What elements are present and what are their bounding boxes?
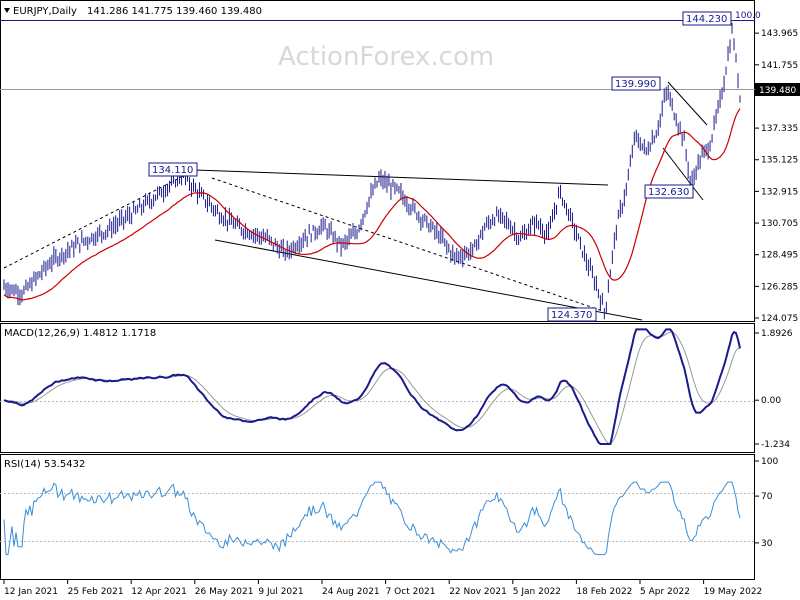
rsi-title: RSI(14) 53.5432 xyxy=(4,459,85,470)
annotation-box xyxy=(644,184,694,199)
x-tick-label: 12 Jan 2021 xyxy=(4,587,58,597)
trendlines xyxy=(3,81,708,321)
x-tick-label: 5 Jan 2022 xyxy=(513,587,561,597)
price-tick-label: 132.915 xyxy=(761,187,798,197)
chart-header: EURJPY,Daily 141.286 141.775 139.460 139… xyxy=(4,6,262,17)
flag-lower-line xyxy=(662,147,704,201)
price-tick-label: 141.755 xyxy=(761,61,798,71)
price-tick-label: 143.965 xyxy=(761,29,798,39)
flag-upper-line xyxy=(667,81,708,126)
x-tick-label: 24 Aug 2021 xyxy=(322,587,380,597)
x-tick-label: 26 May 2021 xyxy=(195,587,254,597)
annotation-box xyxy=(547,307,597,322)
upper-trendline xyxy=(194,169,609,186)
x-tick-label: 5 Apr 2022 xyxy=(640,587,690,597)
price-tick-label: 126.285 xyxy=(761,282,798,292)
time-axis: 12 Jan 2021 25 Feb 2021 12 Apr 2021 26 May … xyxy=(3,580,763,597)
rsi-line xyxy=(3,481,741,556)
ohlc-values: 141.286 141.775 139.460 139.480 xyxy=(87,6,262,17)
watermark: ActionForex.com xyxy=(278,42,494,72)
annotation-label: 134.110 xyxy=(152,165,193,176)
x-tick-label: 12 Apr 2021 xyxy=(131,587,187,597)
rsi-tick-label: 70 xyxy=(761,492,773,502)
macd-title: MACD(12,26,9) 1.4812 1.1718 xyxy=(4,328,156,339)
price-annotations: 134.110 139.990 144.230 132.630 124.370 xyxy=(148,11,732,322)
macd-line xyxy=(3,328,741,445)
price-tick-label: 135.125 xyxy=(761,156,798,166)
macd-panel-frame xyxy=(0,323,755,453)
annotation-label: 144.230 xyxy=(686,14,727,25)
macd-tick-label: -1.234 xyxy=(761,440,790,450)
price-axis: 143.965 141.755 137.335 135.125 132.915 130.7… xyxy=(755,29,798,324)
macd-tick-label: 1.8926 xyxy=(761,329,793,339)
macd-axis: 1.8926 0.00 -1.234 xyxy=(755,329,793,450)
macd-tick-label: 0.00 xyxy=(761,396,781,406)
annotation-box xyxy=(148,162,198,177)
x-tick-label: 18 Feb 2022 xyxy=(576,587,632,597)
x-tick-label: 25 Feb 2021 xyxy=(68,587,124,597)
current-price-tag: 139.480 xyxy=(759,86,796,96)
annotation-label: 132.630 xyxy=(648,187,689,198)
annotation-label: 124.370 xyxy=(551,310,592,321)
lower-trendline xyxy=(214,239,643,321)
collapse-triangle-icon xyxy=(4,8,10,13)
annotation-box xyxy=(682,11,732,26)
moving-average-line xyxy=(3,108,741,301)
price-tick-label: 130.705 xyxy=(761,219,798,229)
x-tick-label: 9 Jul 2021 xyxy=(258,587,303,597)
x-tick-label: 22 Nov 2021 xyxy=(449,587,507,597)
price-tick-label: 137.335 xyxy=(761,124,798,134)
rsi-tick-label: 30 xyxy=(761,539,773,549)
dashed-channel-line xyxy=(211,177,601,311)
fib-100-label: 100.0 xyxy=(735,11,761,21)
rsi-tick-label: 100 xyxy=(761,457,778,467)
price-tick-label: 128.495 xyxy=(761,251,798,261)
x-tick-label: 19 May 2022 xyxy=(704,587,763,597)
rsi-panel-frame xyxy=(0,454,755,580)
annotation-box xyxy=(611,76,661,91)
price-tick-label: 124.075 xyxy=(761,314,798,324)
symbol-label: EURJPY,Daily xyxy=(13,6,77,17)
rsi-axis: 100 70 30 xyxy=(755,457,778,549)
annotation-label: 139.990 xyxy=(615,79,656,90)
x-tick-label: 7 Oct 2021 xyxy=(386,587,436,597)
current-price-tag-bg xyxy=(755,83,800,96)
price-panel-frame xyxy=(0,0,755,322)
